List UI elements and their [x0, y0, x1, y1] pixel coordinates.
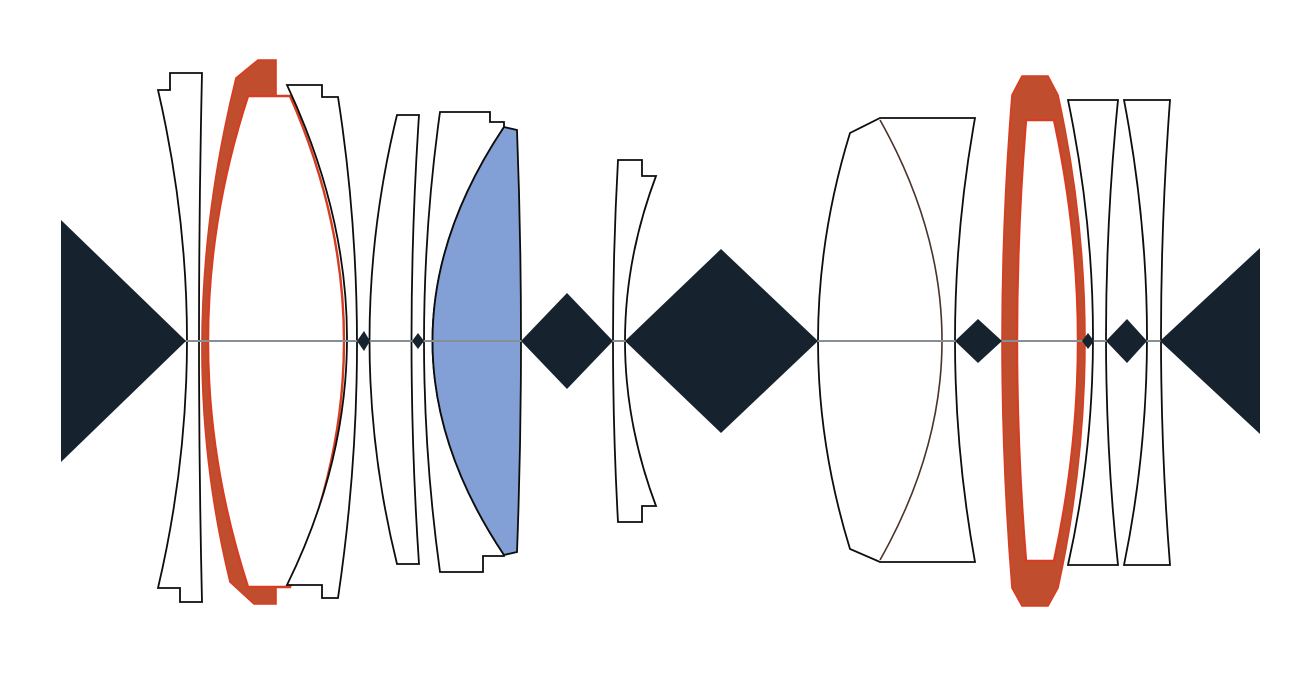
cone-diamond-7	[1106, 319, 1147, 363]
exit-light-cone	[1160, 248, 1260, 434]
lens-element-04-meniscus	[285, 84, 358, 599]
entry-light-cone	[61, 220, 186, 462]
lens-element-08-field-meniscus	[612, 159, 658, 523]
lens-element-05-meniscus	[368, 114, 420, 565]
lens-element-13-biconcave	[1066, 99, 1120, 566]
cone-diamond-2	[412, 333, 424, 349]
cone-diamond-6	[1082, 333, 1094, 349]
cone-diamond-1	[357, 331, 370, 351]
cone-diamond-5	[955, 319, 1002, 363]
lens-element-14-rear-biconcave	[1122, 99, 1171, 566]
cone-diamond-3	[521, 293, 613, 389]
lens-element-01-front-negative	[156, 72, 203, 603]
cone-diamond-4-aperture	[625, 249, 818, 433]
